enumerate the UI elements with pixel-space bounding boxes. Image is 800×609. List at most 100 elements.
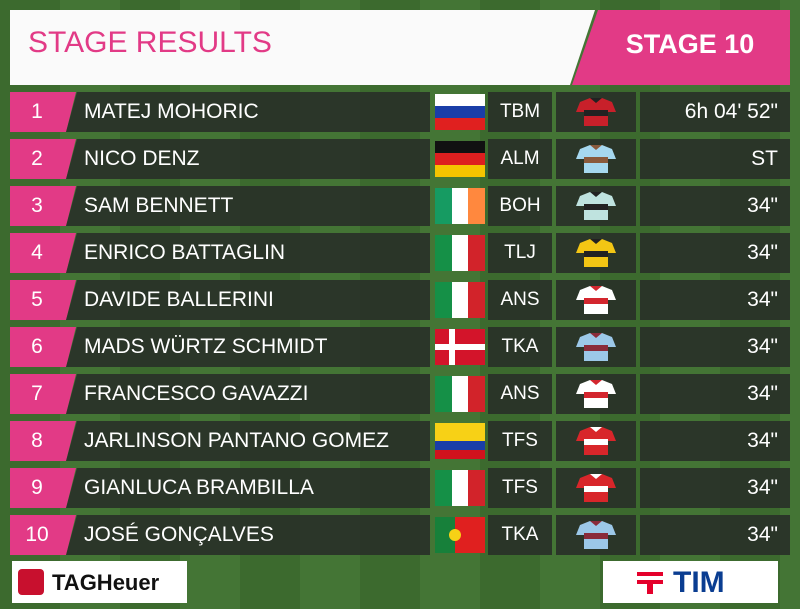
- flag: [435, 282, 485, 318]
- rank-box: [10, 186, 76, 226]
- jersey-box: [556, 139, 636, 179]
- svg-shape: [435, 94, 485, 130]
- rider-name: MATEJ MOHORIC: [84, 100, 259, 123]
- flag: [435, 188, 485, 224]
- time: 34": [747, 335, 778, 358]
- rect-shape: [435, 94, 485, 106]
- team: ANS: [500, 289, 540, 310]
- team-box: [488, 468, 552, 508]
- team: ANS: [500, 383, 540, 404]
- rect-shape: [468, 282, 485, 318]
- rank-box: [10, 233, 76, 273]
- logo-bar: [647, 580, 653, 594]
- svg-shape: [576, 239, 616, 267]
- time: 6h 04' 52": [684, 100, 778, 123]
- rect-shape: [435, 165, 485, 177]
- sponsor-box: TIM: [603, 561, 778, 603]
- rect-shape: [435, 188, 452, 224]
- rider-name: SAM BENNETT: [84, 194, 234, 217]
- team-box: [488, 280, 552, 320]
- jersey-box: [556, 468, 636, 508]
- rect-shape: [435, 441, 485, 450]
- svg-shape: [435, 282, 485, 318]
- svg-shape: [435, 423, 485, 459]
- name-box: [66, 280, 430, 320]
- rect-shape: [435, 423, 485, 441]
- svg-shape: [576, 474, 616, 502]
- rect-shape: [435, 153, 485, 165]
- rider-name: DAVIDE BALLERINI: [84, 288, 274, 311]
- time: 34": [747, 476, 778, 499]
- svg-shape: [576, 286, 616, 314]
- time-box: [640, 374, 790, 414]
- path-shape: [584, 157, 608, 163]
- svg-shape: [435, 329, 485, 365]
- header-shapes: [10, 10, 790, 85]
- flag: [435, 517, 485, 553]
- path-shape: [590, 380, 602, 385]
- svg-shape: [576, 521, 616, 549]
- path-shape: [590, 145, 602, 150]
- team: TKA: [501, 524, 539, 545]
- team-box: [488, 374, 552, 414]
- time-box: [640, 139, 790, 179]
- rank: 10: [25, 523, 49, 546]
- rank-box: [10, 139, 76, 179]
- rect-shape: [468, 470, 485, 506]
- path-shape: [584, 439, 608, 445]
- rect-shape: [435, 106, 485, 118]
- svg-shape: [435, 470, 485, 506]
- jersey-box: [556, 374, 636, 414]
- rect-shape: [452, 235, 468, 271]
- path-shape: [584, 204, 608, 210]
- rider-name: ENRICO BATTAGLIN: [84, 241, 286, 264]
- path-shape: [590, 98, 602, 103]
- svg-shape: [576, 380, 616, 408]
- rect-shape: [468, 188, 485, 224]
- rect-shape: [452, 376, 468, 412]
- name-box: [66, 92, 430, 132]
- rect-shape: [435, 282, 452, 318]
- rank-box: [10, 280, 76, 320]
- svg-shape: [435, 376, 485, 412]
- name-box: [66, 233, 430, 273]
- svg-shape: [435, 188, 485, 224]
- time-box: [640, 468, 790, 508]
- rect-shape: [435, 141, 485, 153]
- path-shape: [590, 192, 602, 197]
- rect-shape: [435, 344, 485, 350]
- team: TFS: [502, 430, 538, 451]
- time: 34": [747, 523, 778, 546]
- rect-shape: [435, 470, 452, 506]
- name-box: [66, 374, 430, 414]
- flag: [435, 376, 485, 412]
- rect-shape: [468, 235, 485, 271]
- rider-name: FRANCESCO GAVAZZI: [84, 382, 309, 405]
- sponsor-icon: [18, 569, 44, 595]
- rect-shape: [435, 376, 452, 412]
- rect-shape: [435, 517, 455, 553]
- circle-shape: [449, 529, 461, 541]
- sponsor-box: TAGHeuer: [12, 561, 187, 603]
- rect-shape: [435, 118, 485, 130]
- flag: [435, 329, 485, 365]
- rank-box: [10, 421, 76, 461]
- svg-shape: [576, 145, 616, 173]
- jersey-box: [556, 515, 636, 555]
- rank: 7: [31, 382, 43, 405]
- svg-shape: [435, 141, 485, 177]
- rank-box: [10, 515, 76, 555]
- sponsor-left: TAGHeuer: [52, 570, 160, 595]
- name-box: [66, 186, 430, 226]
- rect-shape: [452, 282, 468, 318]
- name-box: [66, 139, 430, 179]
- svg-shape: [435, 517, 485, 553]
- jersey-box: [556, 327, 636, 367]
- rank: 2: [31, 147, 43, 170]
- team: BOH: [499, 195, 541, 216]
- time: 34": [747, 288, 778, 311]
- rider-name: JARLINSON PANTANO GOMEZ: [84, 429, 389, 452]
- team: ALM: [500, 148, 540, 169]
- team-box: [488, 327, 552, 367]
- team-box: [488, 421, 552, 461]
